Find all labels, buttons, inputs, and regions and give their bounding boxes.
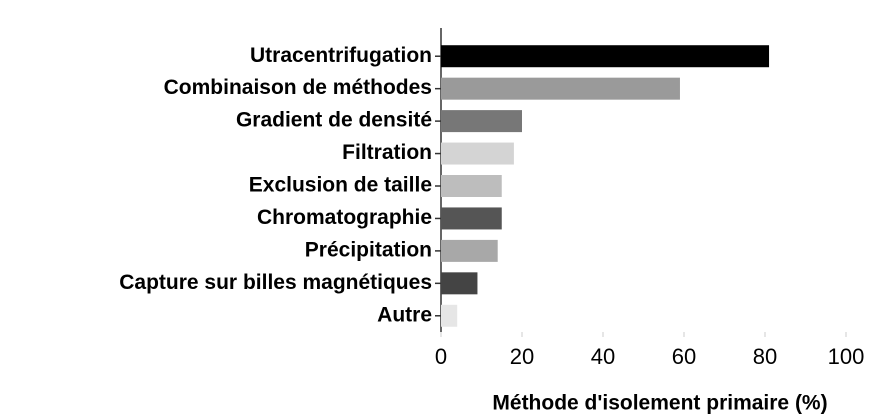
x-tick-label: 40 [591, 344, 615, 369]
x-tick-label: 20 [510, 344, 534, 369]
y-tick-label: Exclusion de taille [249, 174, 432, 197]
y-tick-label: Filtration [342, 141, 432, 164]
y-tick-label: Capture sur billes magnétiques [119, 271, 432, 294]
y-tick-label: Autre [377, 303, 432, 326]
bar [441, 239, 498, 262]
y-tick-label: Utracentrifugation [250, 44, 432, 67]
bar [441, 142, 514, 165]
x-axis-label: Méthode d'isolement primaire (%) [492, 392, 827, 415]
y-tick-label: Gradient de densité [236, 109, 432, 132]
y-tick-label: Chromatographie [257, 206, 432, 229]
bar [441, 110, 522, 133]
bar [441, 304, 458, 327]
bar [441, 272, 478, 295]
x-tick-label: 60 [672, 344, 696, 369]
x-tick-label: 0 [435, 344, 447, 369]
bar [441, 77, 680, 100]
bar [441, 45, 770, 68]
x-tick-label: 80 [753, 344, 777, 369]
y-tick-label: Combinaison de méthodes [164, 76, 432, 99]
y-tick-label: Précipitation [305, 238, 432, 261]
bar [441, 207, 502, 230]
x-tick-label: 100 [828, 344, 865, 369]
bar [441, 175, 502, 197]
